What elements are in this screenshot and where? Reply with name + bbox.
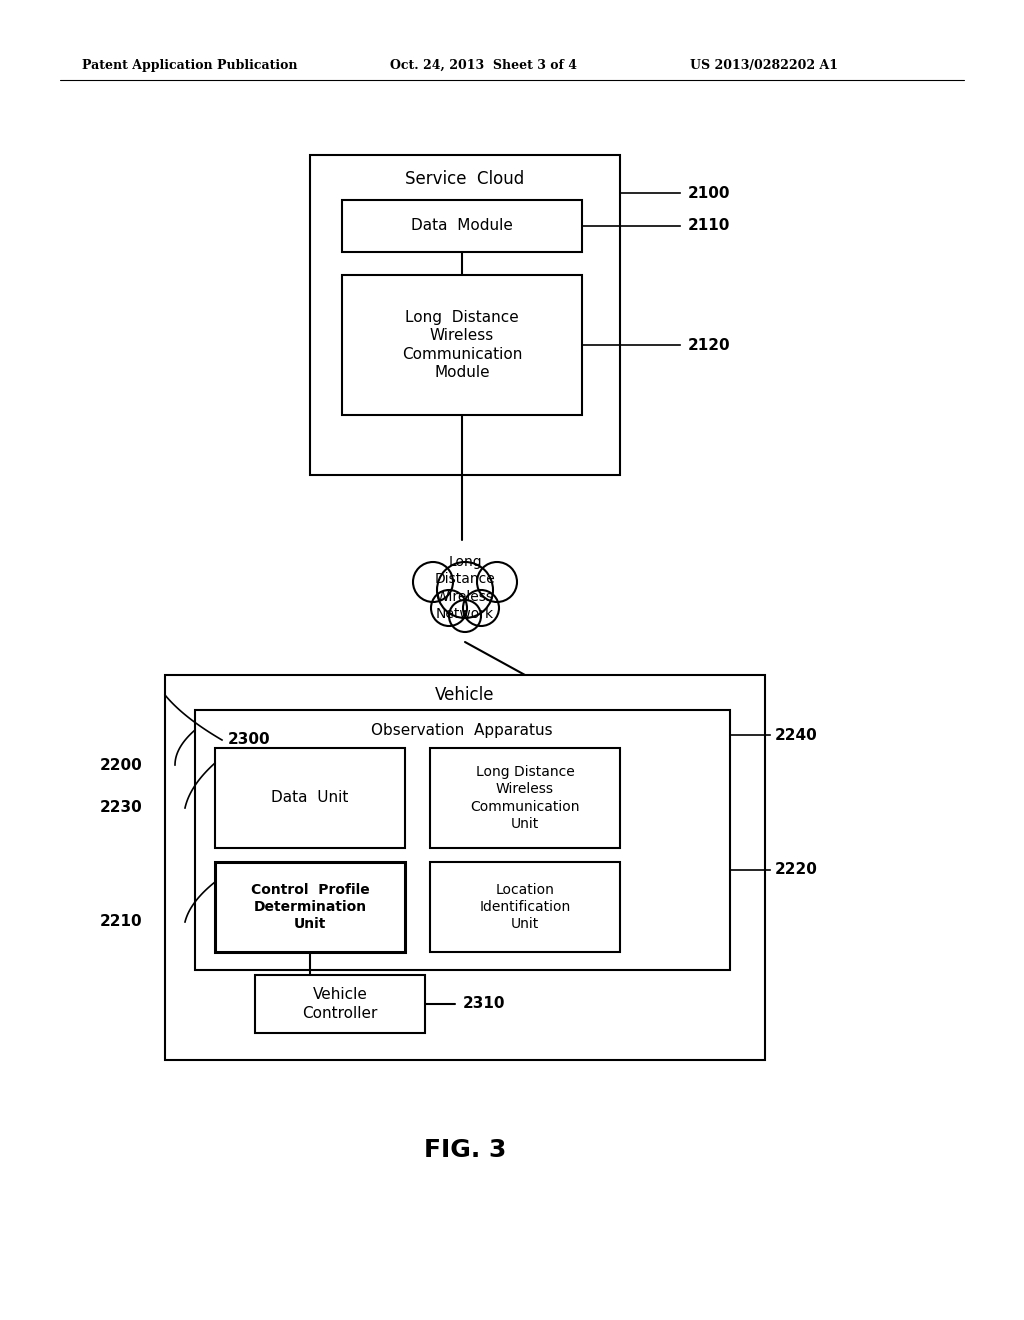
Text: Long  Distance
Wireless
Communication
Module: Long Distance Wireless Communication Mod… — [401, 310, 522, 380]
Bar — [342, 275, 582, 414]
Text: Data  Unit: Data Unit — [271, 791, 349, 805]
Text: 2300: 2300 — [228, 733, 270, 747]
Text: Vehicle: Vehicle — [435, 686, 495, 704]
Bar — [342, 201, 582, 252]
Circle shape — [477, 562, 517, 602]
Text: 2200: 2200 — [100, 758, 142, 772]
Text: 2110: 2110 — [688, 219, 730, 234]
Text: 2210: 2210 — [100, 915, 142, 929]
Text: 2230: 2230 — [100, 800, 142, 816]
Text: FIG. 3: FIG. 3 — [424, 1138, 506, 1162]
Text: 2220: 2220 — [775, 862, 818, 878]
Text: Control  Profile
Determination
Unit: Control Profile Determination Unit — [251, 883, 370, 932]
Text: Oct. 24, 2013  Sheet 3 of 4: Oct. 24, 2013 Sheet 3 of 4 — [390, 58, 577, 71]
Text: 2100: 2100 — [688, 186, 730, 201]
Text: Long
Distance
Wireless
Network: Long Distance Wireless Network — [434, 554, 496, 620]
Text: Patent Application Publication: Patent Application Publication — [82, 58, 298, 71]
Bar — [310, 154, 620, 475]
Text: Service  Cloud: Service Cloud — [406, 170, 524, 187]
Text: 2310: 2310 — [463, 997, 506, 1011]
Circle shape — [449, 601, 481, 632]
Text: Vehicle
Controller: Vehicle Controller — [302, 987, 378, 1020]
Bar — [430, 862, 620, 952]
Text: 2240: 2240 — [775, 727, 818, 742]
Bar — [255, 975, 425, 1034]
Circle shape — [437, 562, 493, 618]
Circle shape — [463, 590, 499, 626]
Text: 2120: 2120 — [688, 338, 731, 352]
Text: Observation  Apparatus: Observation Apparatus — [371, 722, 553, 738]
Bar — [215, 862, 406, 952]
Circle shape — [431, 590, 467, 626]
Text: Data  Module: Data Module — [411, 219, 513, 234]
Text: Location
Identification
Unit: Location Identification Unit — [479, 883, 570, 932]
Text: US 2013/0282202 A1: US 2013/0282202 A1 — [690, 58, 838, 71]
Bar — [215, 748, 406, 847]
Bar — [430, 748, 620, 847]
Text: Long Distance
Wireless
Communication
Unit: Long Distance Wireless Communication Uni… — [470, 766, 580, 832]
Bar — [165, 675, 765, 1060]
Bar — [195, 710, 730, 970]
Circle shape — [413, 562, 453, 602]
